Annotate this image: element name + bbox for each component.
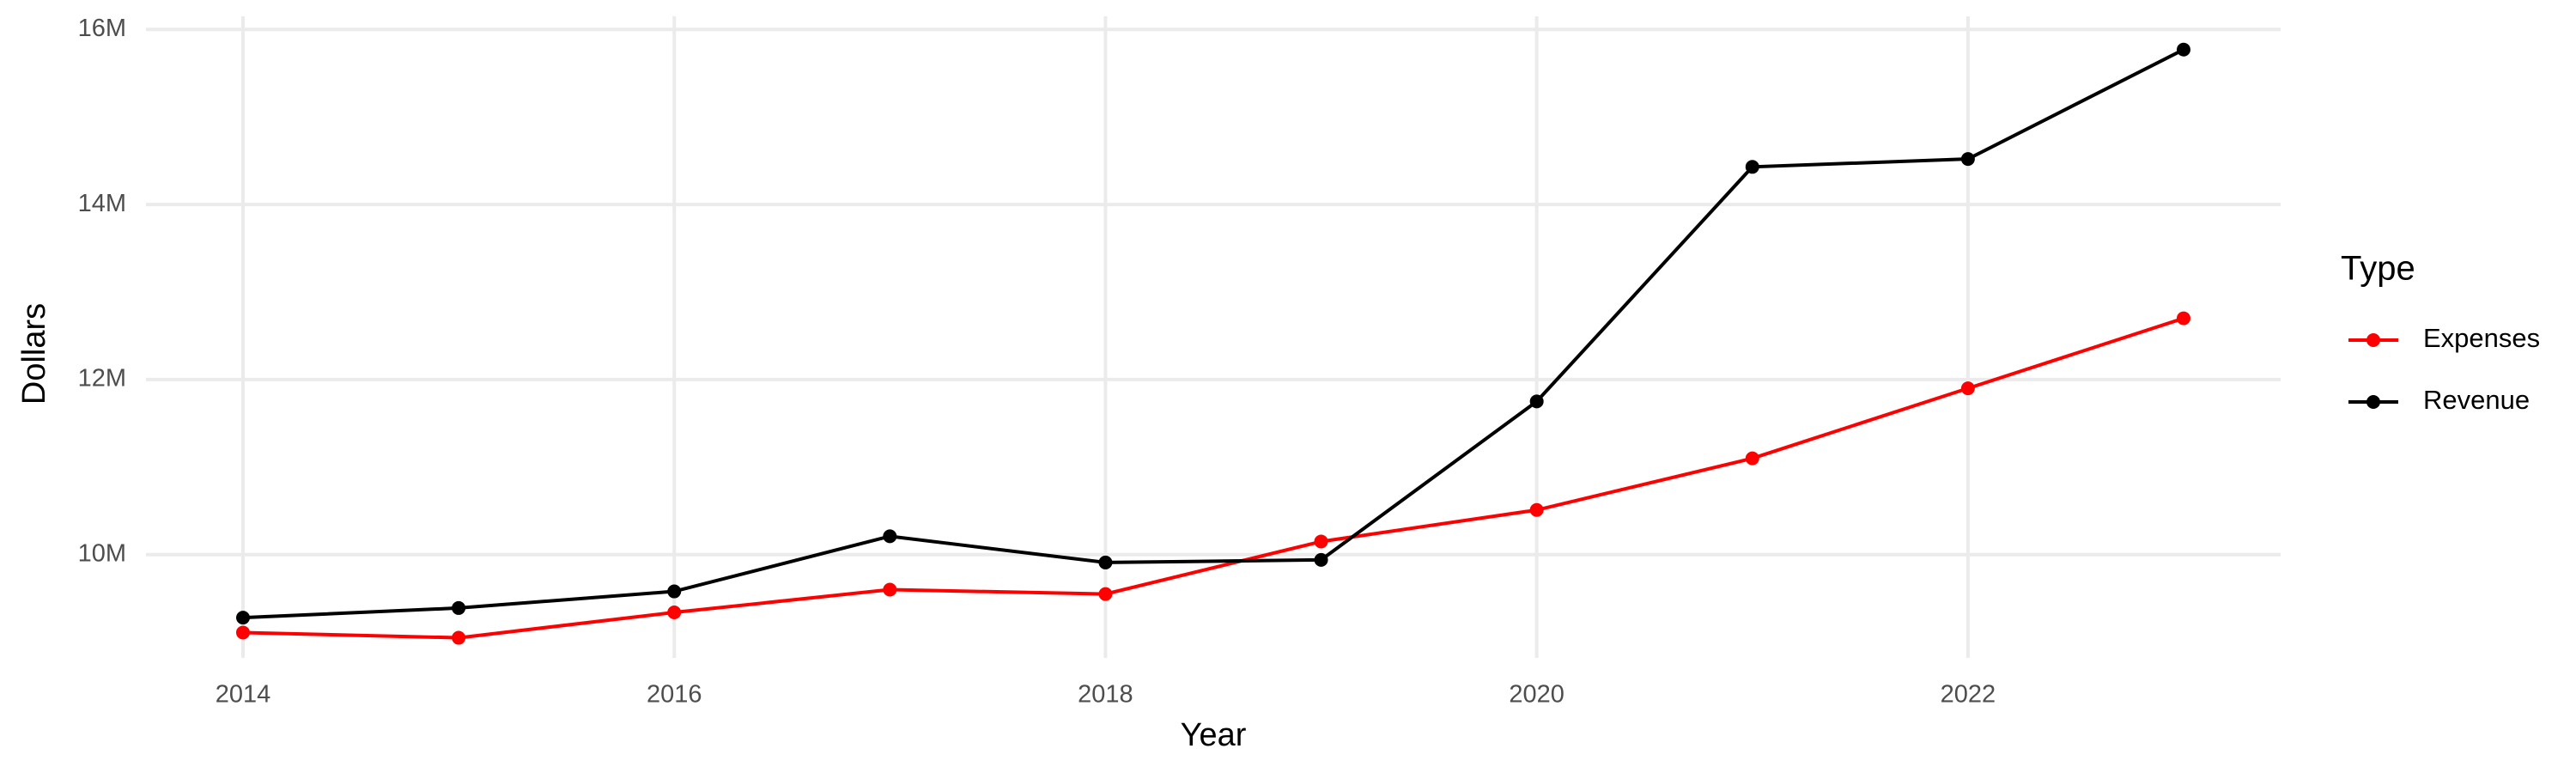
x-axis-title: Year bbox=[1181, 717, 1247, 753]
y-axis-title: Dollars bbox=[16, 303, 52, 405]
data-point bbox=[1098, 587, 1113, 601]
y-tick-label: 14M bbox=[78, 190, 126, 217]
data-point bbox=[1960, 152, 1975, 167]
legend-label: Revenue bbox=[2423, 385, 2530, 415]
legend-label: Expenses bbox=[2423, 323, 2540, 353]
x-tick-label: 2022 bbox=[1941, 681, 1996, 709]
data-point bbox=[1529, 394, 1544, 409]
data-point bbox=[1745, 160, 1759, 174]
data-point bbox=[883, 529, 897, 544]
data-point bbox=[236, 611, 250, 625]
series-line bbox=[242, 47, 2184, 620]
data-point bbox=[1314, 534, 1328, 549]
y-tick-label: 10M bbox=[78, 539, 126, 567]
data-point bbox=[883, 582, 897, 597]
legend-marker bbox=[2366, 333, 2380, 347]
data-point bbox=[452, 600, 466, 615]
data-point bbox=[1745, 451, 1759, 466]
legend-title: Type bbox=[2341, 250, 2415, 288]
legend-marker bbox=[2366, 395, 2380, 409]
x-tick-label: 2020 bbox=[1509, 681, 1564, 709]
data-point bbox=[1314, 552, 1328, 567]
series-line bbox=[242, 316, 2184, 640]
data-point bbox=[236, 625, 250, 640]
y-tick-label: 16M bbox=[78, 15, 126, 42]
data-point bbox=[1529, 502, 1544, 517]
y-tick-label: 12M bbox=[78, 365, 126, 393]
data-point bbox=[667, 606, 682, 620]
data-point bbox=[2177, 42, 2190, 57]
data-point bbox=[1098, 555, 1113, 569]
data-point bbox=[667, 584, 682, 599]
x-tick-label: 2016 bbox=[647, 681, 702, 709]
data-point bbox=[2177, 311, 2190, 326]
data-point bbox=[1960, 381, 1975, 396]
x-tick-label: 2018 bbox=[1078, 681, 1133, 709]
data-point bbox=[452, 630, 466, 645]
x-tick-label: 2014 bbox=[216, 681, 271, 709]
